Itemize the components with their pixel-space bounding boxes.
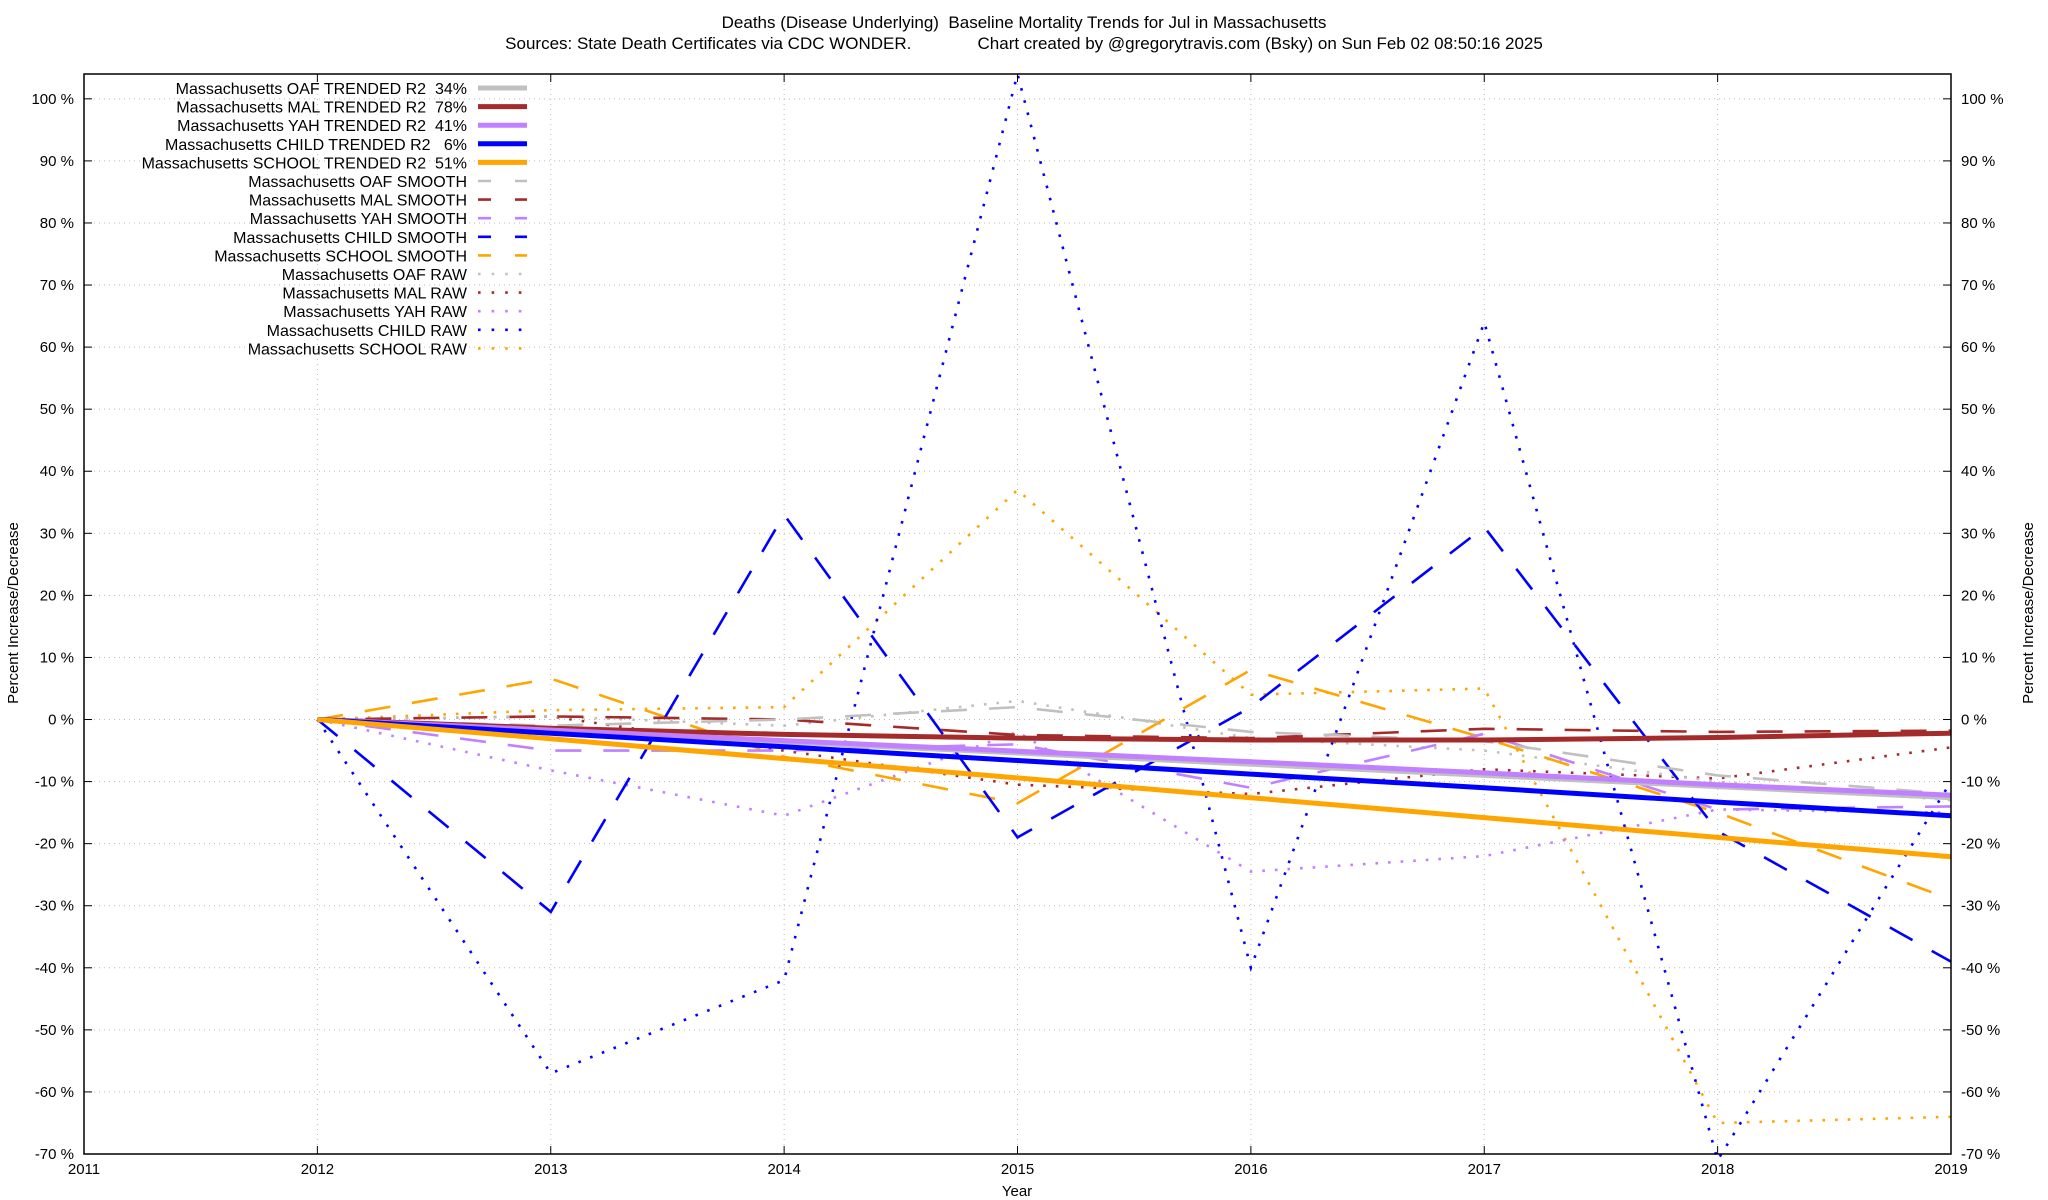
x-tick-label: 2017 [1468,1161,1501,1178]
axes: -70 % -70 % -60 % -60 % -50 % -50 % -40 % -40 %… [31,73,2004,1178]
x-axis-label: Year [1002,1183,1032,1200]
y-tick-label-right: 40 % [1961,463,1995,480]
legend-label: Massachusetts CHILD RAW [267,323,468,340]
plot-border [83,73,1952,1155]
y-tick-label: 60 % [40,339,74,356]
y-tick-label-right: -50 % [1961,1022,2000,1039]
legend-label: Massachusetts CHILD TRENDED R2 6% [165,137,467,154]
y-tick-label: 20 % [40,587,74,604]
y-tick-label: 40 % [40,463,74,480]
y-tick-label-right: -70 % [1961,1146,2000,1163]
y-tick-label-right: 0 % [1961,712,1987,729]
x-tick-label: 2018 [1701,1161,1734,1178]
y-tick-label-right: 60 % [1961,339,1995,356]
y-tick-label: -40 % [35,960,74,977]
y-tick-label: 90 % [40,153,74,170]
legend: Massachusetts OAF TRENDED R2 34% Massachu… [142,81,527,358]
y-tick-label: 70 % [40,277,74,294]
y-tick-label-right: 100 % [1961,91,2004,108]
y-tick-label-right: -60 % [1961,1084,2000,1101]
legend-label: Massachusetts OAF SMOOTH [248,174,467,191]
y-tick-label-right: -30 % [1961,898,2000,915]
legend-label: Massachusetts MAL RAW [282,286,468,303]
chart-subtitle: Sources: State Death Certificates via CD… [505,34,1543,53]
series-line-child-trended [317,717,1952,819]
legend-label: Massachusetts MAL TRENDED R2 78% [176,100,467,117]
y-tick-label-right: 80 % [1961,215,1995,232]
y-tick-label-right: 50 % [1961,401,1995,418]
series-line-oaf-smooth [317,705,1952,796]
x-tick-label: 2019 [1934,1161,1967,1178]
series-line-mal-trended [317,717,1952,743]
y-tick-label: -50 % [35,1022,74,1039]
y-tick-label: 30 % [40,525,74,542]
legend-label: Massachusetts SCHOOL SMOOTH [214,248,467,265]
series-line-school-raw [317,488,1952,1125]
y-tick-label-right: -40 % [1961,960,2000,977]
legend-label: Massachusetts SCHOOL TRENDED R2 51% [142,155,467,172]
y-tick-label: -30 % [35,898,74,915]
y-tick-label-right: 90 % [1961,153,1995,170]
y-tick-label: 80 % [40,215,74,232]
y-tick-label: 100 % [31,91,74,108]
legend-label: Massachusetts MAL SMOOTH [249,193,467,210]
y-tick-label: -60 % [35,1084,74,1101]
y-tick-label-right: 30 % [1961,525,1995,542]
series-lines [316,68,1953,1164]
grid [84,74,1951,1154]
x-tick-label: 2015 [1001,1161,1034,1178]
y-tick-label-right: 70 % [1961,277,1995,294]
y-tick-label: -70 % [35,1146,74,1163]
legend-label: Massachusetts SCHOOL RAW [248,341,468,358]
y-tick-label-right: 10 % [1961,649,1995,666]
x-tick-label: 2012 [301,1161,334,1178]
series-line-school-trended [317,717,1952,860]
legend-label: Massachusetts CHILD SMOOTH [233,230,467,247]
y-axis-label-right: Percent Increase/Decrease [2020,522,2037,704]
legend-label: Massachusetts YAH RAW [283,304,468,321]
y-tick-label-right: -10 % [1961,774,2000,791]
y-tick-label-right: -20 % [1961,836,2000,853]
y-tick-label: -10 % [35,774,74,791]
series-line-yah-trended [317,717,1952,798]
legend-label: Massachusetts OAF TRENDED R2 34% [176,81,467,98]
x-tick-label: 2016 [1234,1161,1267,1178]
series-line-yah-raw [317,718,1952,873]
y-tick-label: 0 % [48,712,74,729]
legend-label: Massachusetts OAF RAW [282,267,468,284]
x-tick-label: 2014 [767,1161,800,1178]
chart-title: Deaths (Disease Underlying) Baseline Mor… [721,13,1327,32]
legend-label: Massachusetts YAH TRENDED R2 41% [177,118,467,135]
y-tick-label: 10 % [40,649,74,666]
y-axis-label-left: Percent Increase/Decrease [5,522,22,704]
y-tick-label-right: 20 % [1961,587,1995,604]
y-tick-label: -20 % [35,836,74,853]
x-tick-label: 2011 [68,1161,100,1178]
legend-label: Massachusetts YAH SMOOTH [250,211,467,228]
series-line-child-raw [316,68,1953,1164]
y-tick-label: 50 % [40,401,74,418]
x-tick-label: 2013 [534,1161,567,1178]
